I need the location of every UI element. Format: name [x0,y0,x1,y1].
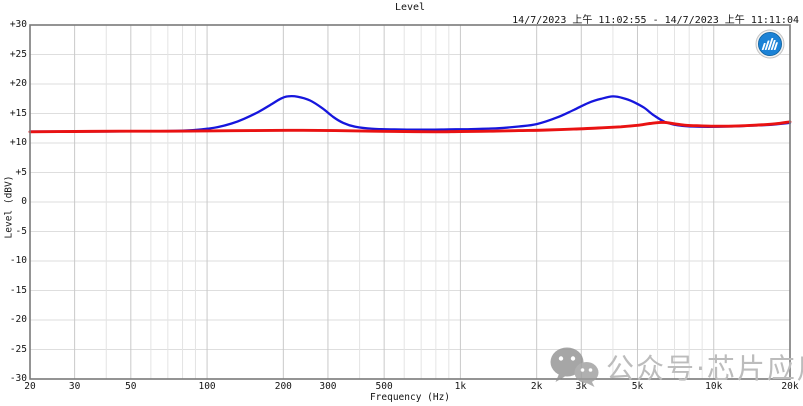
x-tick-label: 30 [68,381,81,392]
y-tick-label: -5 [15,225,27,237]
y-tick-label: +25 [9,48,27,60]
watermark-text: 公众号·芯片应用 [606,352,803,385]
y-tick-label: -20 [9,314,27,325]
y-tick-label: -25 [9,343,27,355]
x-tick-label: 2k [530,381,543,392]
y-tick-label: -15 [9,284,27,296]
x-tick-label: 20k [781,381,799,392]
wechat-icon [550,347,599,387]
x-tick-label: 50 [125,381,137,392]
watermark: 公众号·芯片应用 [548,346,803,388]
x-tick-label: 1k [454,381,467,392]
y-tick-label: +15 [9,107,27,119]
x-tick-label: 200 [274,381,292,392]
x-tick-label: 20 [24,381,36,392]
x-tick-label: 10k [705,381,723,392]
x-tick-label: 100 [198,381,216,392]
measurement-curves [28,94,792,134]
y-tick-label: +30 [9,19,27,30]
y-tick-label: 0 [21,196,27,207]
chart-title: Level [394,2,426,13]
y-tick-label: +20 [9,78,27,89]
y-tick-label: -30 [9,373,27,384]
vertical-gridlines [74,25,715,379]
plot-border [29,24,791,380]
analyzer-logo-icon [755,29,785,59]
x-tick-label: 5k [631,381,644,392]
y-tick-label: +10 [9,137,27,148]
x-tick-label: 300 [319,381,337,392]
y-tick-label: -10 [9,255,27,266]
x-tick-label: 3k [575,381,587,392]
x-axis-title: Frequency (Hz) [369,392,451,403]
y-tick-label: +5 [15,166,27,178]
measurement-timestamp: 14/7/2023 上午 11:02:55 - 14/7/2023 上午 11:… [512,15,799,26]
horizontal-gridlines [30,54,790,350]
curve-response-red [28,120,792,134]
x-tick-label: 500 [375,381,393,392]
